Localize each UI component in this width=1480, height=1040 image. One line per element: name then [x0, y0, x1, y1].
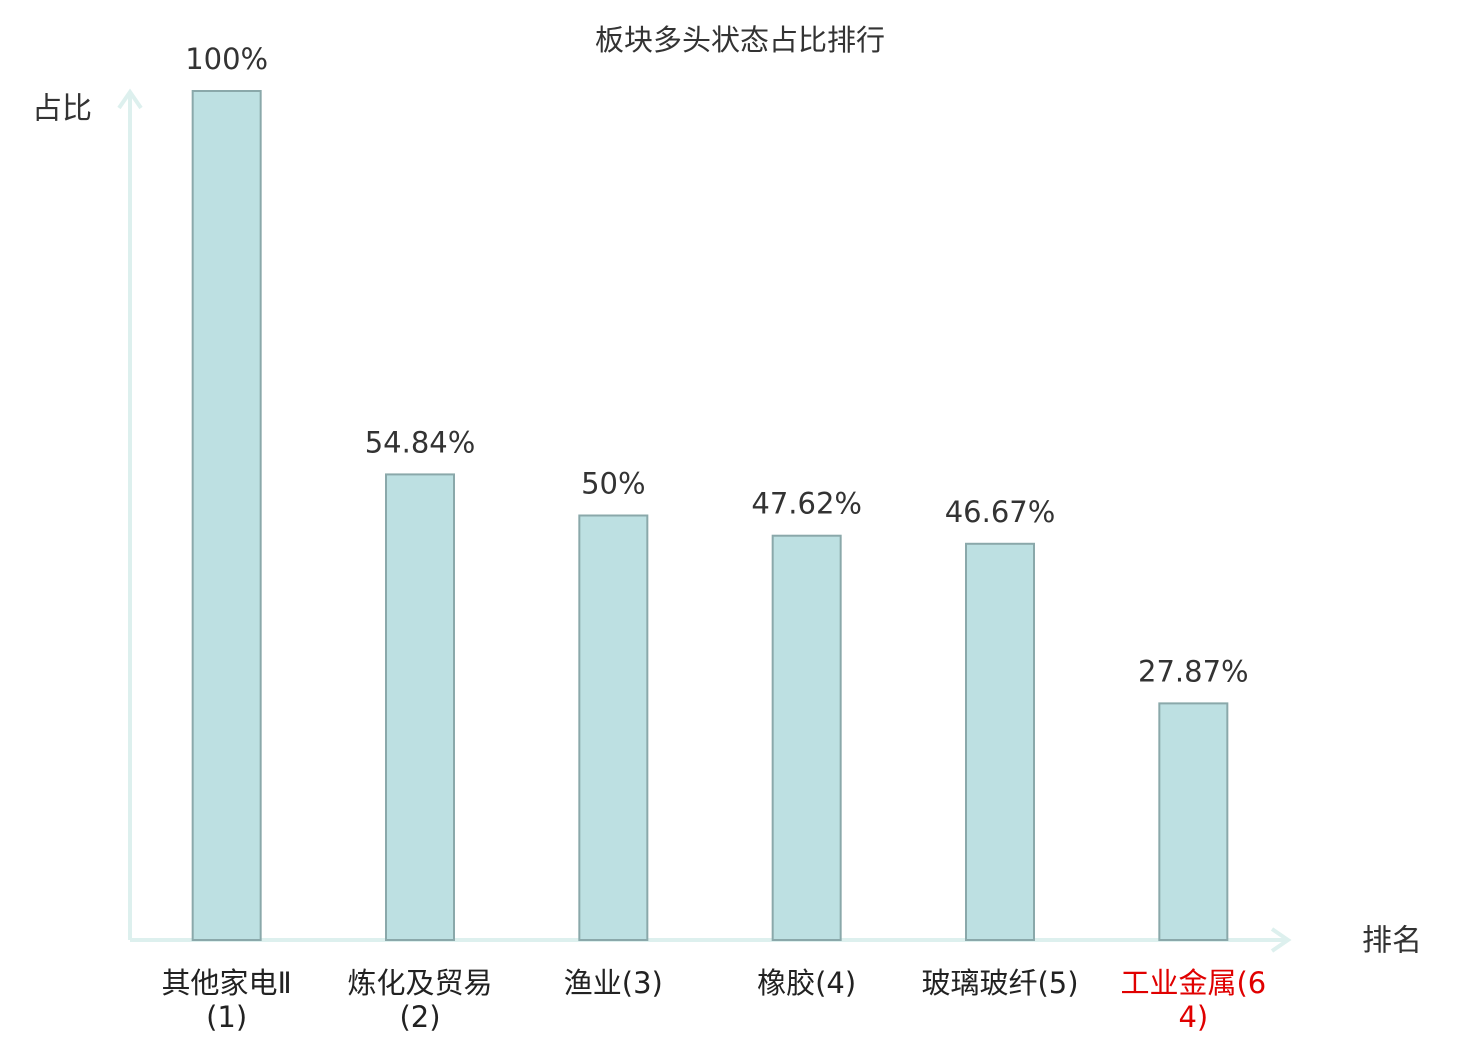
value-label: 27.87% — [1138, 654, 1249, 688]
x-axis-arrow — [1270, 927, 1292, 953]
y-axis-arrow — [117, 88, 143, 110]
x-tick-label: 玻璃玻纤(5) — [921, 966, 1079, 1000]
bar — [771, 534, 842, 941]
bar — [578, 514, 649, 941]
x-tick-label: 炼化及贸易(2) — [347, 966, 493, 1034]
bar — [385, 473, 455, 941]
bar — [965, 542, 1035, 942]
chart-title: 板块多头状态占比排行 — [595, 23, 885, 57]
bar — [191, 90, 262, 941]
x-tick-label: 其他家电Ⅱ(1) — [161, 966, 292, 1034]
value-label: 46.67% — [945, 495, 1056, 529]
x-axis-label: 排名 — [1362, 924, 1422, 959]
x-tick-label: 渔业(3) — [563, 966, 663, 1000]
value-label: 50% — [581, 467, 645, 501]
value-label: 54.84% — [365, 425, 476, 459]
y-axis-label: 占比 — [32, 92, 92, 127]
x-tick-label: 橡胶(4) — [757, 966, 857, 1000]
value-label: 100% — [185, 42, 268, 76]
x-tick-label: 工业金属(64) — [1120, 966, 1267, 1034]
bar — [1158, 702, 1229, 942]
value-label: 47.62% — [751, 487, 862, 521]
axes — [117, 88, 1292, 953]
